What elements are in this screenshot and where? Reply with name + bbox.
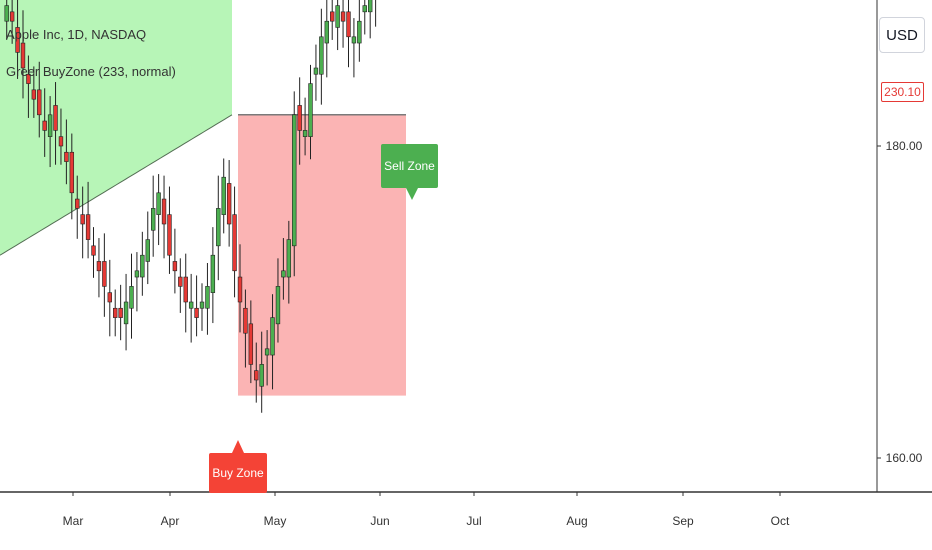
candle-body	[367, 0, 373, 13]
last-price-tag: 230.10	[881, 82, 924, 102]
candle-body	[156, 192, 161, 215]
candle-body	[129, 286, 134, 309]
axes: 220.00200.00180.00160.00MarAprMayJunJulA…	[0, 0, 932, 528]
candle-body	[254, 370, 259, 381]
candle-body	[58, 136, 64, 147]
x-tick-label: Apr	[161, 514, 180, 528]
sell-zone-1	[0, 0, 232, 256]
candle-body	[123, 301, 129, 325]
candle-body	[194, 307, 199, 318]
candle-body	[237, 276, 243, 303]
candle-body	[226, 183, 232, 225]
candle-body	[330, 11, 335, 22]
candle-body	[221, 176, 226, 215]
candle-body	[264, 348, 270, 356]
candle-body	[259, 364, 264, 387]
candle-body	[64, 151, 69, 162]
candle-body	[351, 36, 357, 44]
candle-body	[80, 214, 85, 225]
candle-body	[216, 208, 221, 247]
candle-body	[248, 323, 254, 365]
x-tick-label: Sep	[672, 514, 694, 528]
candle-body	[286, 239, 292, 278]
buy-zone-marker	[232, 440, 244, 453]
candle-body	[53, 105, 58, 131]
candle-body	[113, 307, 118, 318]
candle-body	[85, 214, 91, 240]
candle-body	[145, 239, 150, 262]
candle-body	[243, 307, 248, 334]
candle-body	[69, 151, 75, 194]
candle-body	[335, 5, 340, 28]
x-tick-label: Aug	[566, 514, 587, 528]
candle-body	[118, 307, 123, 318]
candle-body	[313, 67, 319, 75]
candle-body	[107, 292, 112, 303]
candle-body	[281, 270, 286, 278]
candle-body	[270, 317, 275, 356]
candle-body	[302, 130, 308, 137]
candle-body	[20, 42, 26, 69]
sell-zone-label: Sell Zone	[381, 144, 438, 188]
candle-body	[178, 276, 183, 287]
candle-body	[134, 270, 140, 278]
study-legend[interactable]: Greer BuyZone (233, normal)	[6, 64, 176, 79]
candle-body	[91, 245, 96, 256]
candle-body	[15, 27, 20, 53]
candle-body	[183, 276, 188, 303]
plot-area	[0, 0, 418, 453]
candle-body	[275, 286, 281, 325]
candle-body	[362, 5, 367, 13]
candle-body	[42, 120, 47, 131]
candle-body	[167, 214, 172, 256]
x-tick-label: Oct	[771, 514, 790, 528]
candle-body	[319, 36, 324, 75]
candle-body	[292, 114, 297, 247]
candle-body	[340, 11, 346, 22]
candle-body	[26, 73, 31, 84]
sell-zone-1-bottom	[0, 114, 233, 256]
candle-body	[308, 83, 313, 137]
buy-zone-label: Buy Zone	[209, 453, 267, 493]
candle-body	[161, 198, 167, 225]
candle-body	[9, 11, 15, 22]
candle-body	[172, 261, 178, 272]
candle-body	[205, 286, 210, 309]
candle-body	[199, 301, 205, 309]
y-tick-label: 160.00	[886, 451, 923, 465]
candle-body	[232, 214, 237, 272]
x-tick-label: Jun	[370, 514, 389, 528]
x-tick-label: Jul	[466, 514, 481, 528]
candle-body	[140, 254, 145, 278]
x-tick-label: Mar	[63, 514, 84, 528]
candle-body	[4, 5, 9, 22]
currency-button[interactable]: USD	[879, 17, 925, 53]
candle-body	[96, 261, 102, 272]
candle-body	[357, 20, 362, 44]
candle-body	[188, 301, 194, 309]
x-tick-label: May	[264, 514, 287, 528]
sell-zone-marker	[406, 188, 418, 200]
symbol-legend: Apple Inc, 1D, NASDAQ	[6, 27, 147, 42]
y-tick-label: 180.00	[886, 139, 923, 153]
candle-body	[210, 254, 216, 293]
candle-body	[297, 105, 302, 131]
candle-body	[102, 261, 107, 287]
candle-body	[37, 89, 42, 116]
candle-body	[31, 89, 37, 100]
candle-body	[150, 208, 156, 231]
candle-body	[75, 198, 80, 209]
candle-body	[47, 114, 53, 137]
candle-body	[346, 11, 351, 38]
candle-body	[324, 20, 329, 44]
